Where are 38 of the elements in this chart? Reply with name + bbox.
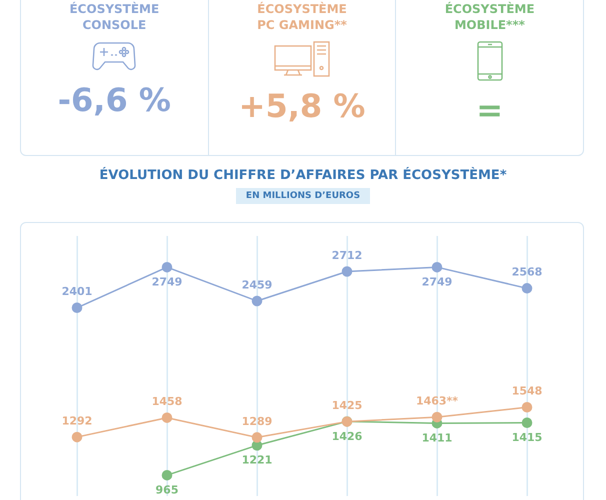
- data-label: 965: [156, 484, 178, 497]
- data-label: 2749: [152, 276, 182, 289]
- category-label: ÉCOSYSTÈME CONSOLE: [68, 1, 160, 33]
- point: [162, 470, 172, 480]
- data-label: 2749: [422, 276, 452, 289]
- data-label: 2401: [62, 285, 92, 298]
- text: =: [476, 91, 504, 129]
- category-label: ÉCOSYSTÈME PC GAMING**: [256, 1, 348, 33]
- point: [162, 262, 172, 272]
- text: -6,6 %: [58, 81, 171, 119]
- chart-subtitle: EN MILLIONS D’EUROS: [236, 188, 370, 204]
- category-label: ÉCOSYSTÈME MOBILE***: [444, 1, 536, 33]
- chart-title: ÉVOLUTION DU CHIFFRE D’AFFAIRES PAR ÉCOSYSTÈME*: [98, 168, 508, 183]
- point: [432, 412, 442, 422]
- data-label: 1458: [152, 395, 182, 408]
- point: [252, 296, 262, 306]
- point: [432, 262, 442, 272]
- point: [72, 302, 82, 314]
- data-label: 2568: [512, 266, 542, 279]
- data-label: 1292: [62, 414, 92, 428]
- data-label: 1415: [512, 431, 542, 444]
- point: [522, 402, 532, 412]
- data-label: 1426: [332, 430, 363, 443]
- data-label: 1289: [242, 414, 272, 428]
- point: [162, 412, 172, 423]
- data-label: 2459: [242, 278, 272, 292]
- data-label: 1463**: [416, 394, 458, 408]
- data-label: 1425: [332, 398, 362, 412]
- data-label: 1548: [512, 384, 542, 398]
- point: [72, 432, 82, 442]
- data-label: 1221: [242, 454, 272, 467]
- point: [522, 283, 532, 294]
- data-label: 1411: [422, 432, 452, 445]
- point: [342, 266, 352, 277]
- data-label: 2712: [332, 248, 362, 262]
- point: [252, 432, 262, 443]
- text: +5,8 %: [238, 87, 366, 125]
- point: [522, 417, 532, 428]
